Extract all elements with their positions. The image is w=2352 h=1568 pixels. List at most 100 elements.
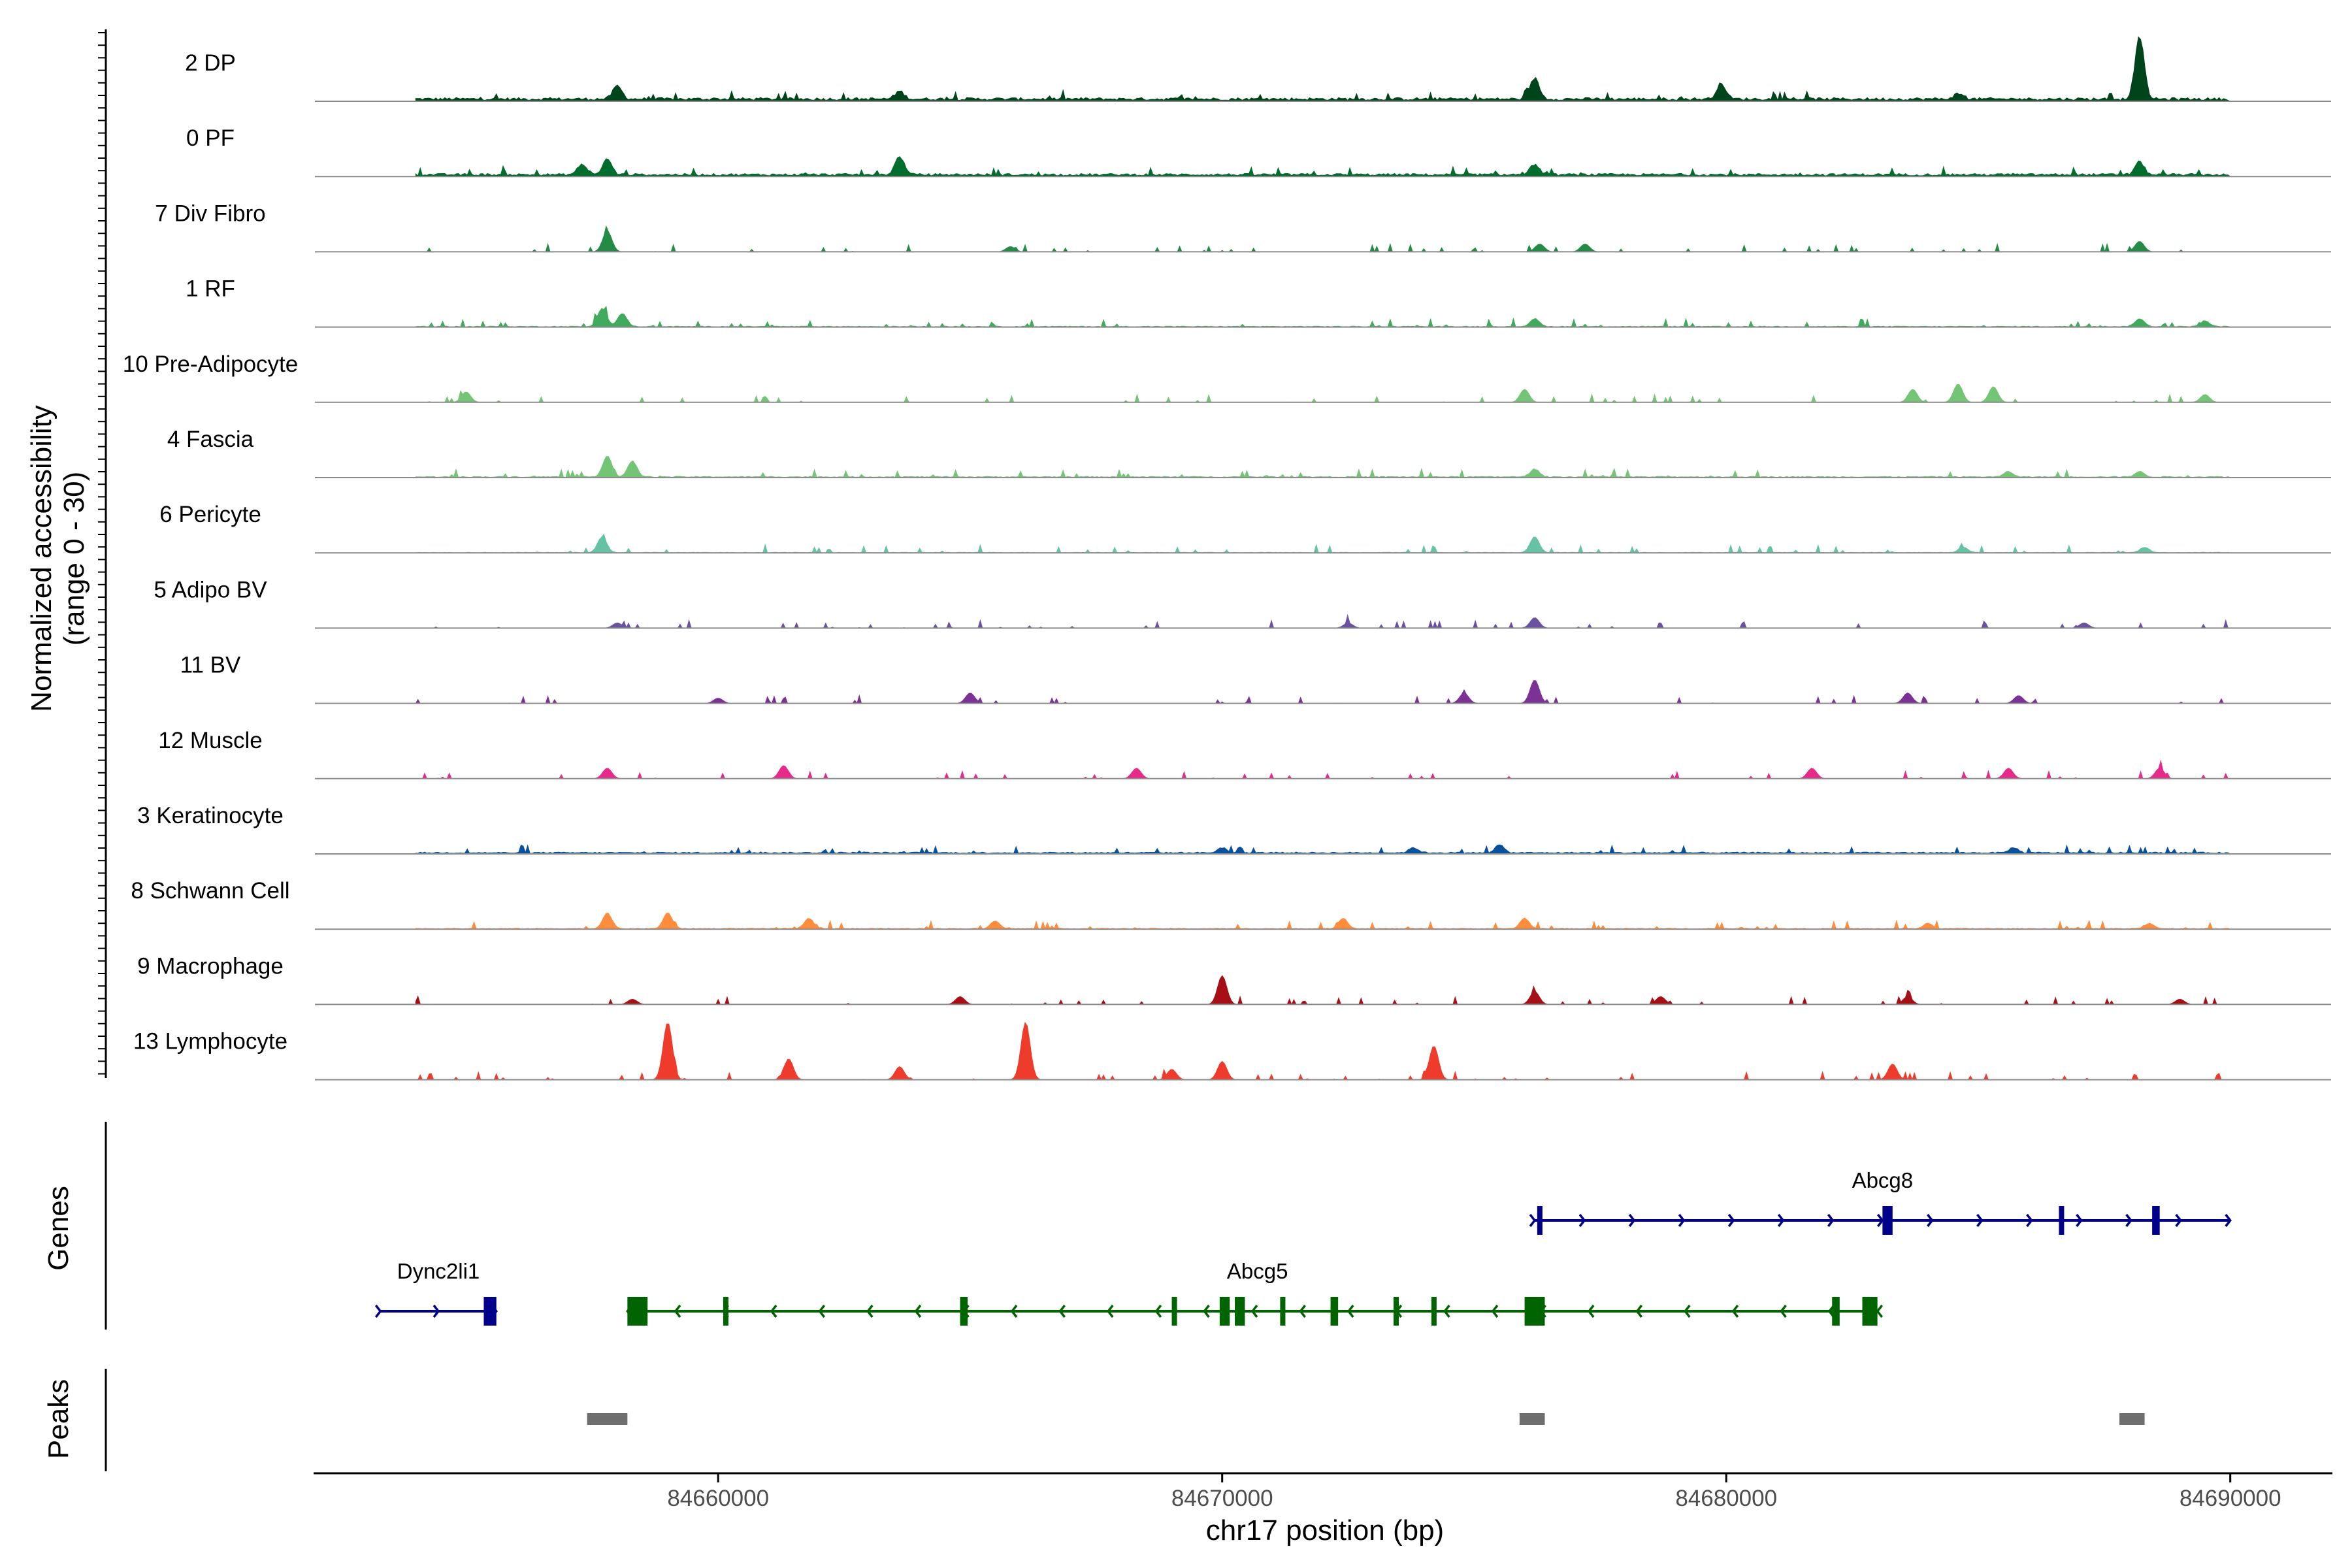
gene-exon [960,1297,968,1326]
y-axis-title-line1: Normalized accessibility [25,405,57,711]
track-label: 10 Pre-Adipocyte [123,351,298,377]
strand-arrow [1491,1304,1499,1318]
track-label: 9 Macrophage [137,953,284,979]
coverage-area [416,384,2230,404]
coverage-track: 1 RF [186,276,2331,328]
track-label: 13 Lymphocyte [133,1029,287,1054]
gene-exon [1431,1297,1437,1326]
strand-arrow [1443,1304,1450,1318]
gene-annotation-track: Dync2li1 Abcg5 Abcg8 [374,1168,2232,1326]
strand-arrow [1529,1213,1537,1228]
coverage-area [416,759,2230,780]
strand-arrow [1578,1213,1586,1228]
strand-arrow [866,1304,874,1318]
gene-name-label: Dync2li1 [397,1259,480,1283]
coverage-track: 9 Macrophage [137,953,2331,1005]
gene-exon [2152,1206,2160,1235]
track-label: 5 Adipo BV [154,577,267,602]
gene-exon [1171,1297,1177,1326]
coverage-track: 2 DP [185,36,2331,102]
track-label: 6 Pericyte [159,502,261,527]
y-axis-title-line2: (range 0 - 30) [58,472,90,646]
strand-arrow [374,1304,382,1318]
x-axis-title: chr17 position (bp) [1206,1514,1444,1546]
coverage-area [416,225,2230,253]
coverage-area [415,156,2232,177]
gene-model: Abcg8 [1529,1168,2232,1235]
coverage-area [415,306,2230,328]
strand-arrow [1827,1213,1835,1228]
strand-arrow [1876,1304,1884,1318]
coverage-track: 13 Lymphocyte [133,1022,2331,1081]
coverage-area [415,456,2230,478]
coverage-tracks: 2 DP 0 PF 7 Div Fibro 1 RF 10 Pre-Adipocyte 4… [123,36,2331,1081]
gene-model: Dync2li1 [374,1259,498,1326]
gene-exon [1330,1297,1339,1326]
x-tick-label: 84670000 [1171,1486,1273,1511]
track-label: 0 PF [186,125,235,151]
strand-arrow [1203,1304,1210,1318]
strand-arrow [2026,1213,2033,1228]
coverage-track: 12 Muscle [158,728,2331,780]
strand-arrow [1635,1304,1643,1318]
track-label: 1 RF [186,276,235,302]
coverage-track: 4 Fascia [167,427,2331,478]
peak-region-track [587,1413,2145,1425]
strand-arrow [1058,1304,1066,1318]
strand-arrow [1107,1304,1114,1318]
gene-exon [1280,1297,1286,1326]
strand-arrow [1678,1213,1686,1228]
coverage-track: 5 Adipo BV [154,577,2331,629]
strand-arrow [1731,1304,1739,1318]
strand-arrow [2175,1213,2182,1228]
coverage-area [416,1022,2230,1081]
coverage-y-axis-ticks [98,32,106,1075]
strand-arrow [1250,1304,1258,1318]
strand-arrow [914,1304,922,1318]
gene-exon [1882,1206,1893,1235]
x-tick-label: 84690000 [2180,1486,2281,1511]
strand-arrow [2125,1213,2132,1228]
coverage-area [415,680,2230,704]
coverage-track: 7 Div Fibro [155,201,2331,253]
coverage-area [415,36,2230,102]
strand-arrow [818,1304,826,1318]
x-axis-ticks: 84660000 84670000 84680000 84690000 [667,1473,2281,1511]
strand-arrow [1927,1213,1934,1228]
strand-arrow [1777,1213,1785,1228]
strand-arrow [674,1304,681,1318]
gene-model: Abcg5 [626,1259,1884,1326]
strand-arrow [1010,1304,1018,1318]
gene-exon [723,1297,728,1326]
strand-arrow [1780,1304,1787,1318]
strand-arrow [1727,1213,1735,1228]
strand-arrow [1587,1304,1595,1318]
gene-exon [1234,1297,1245,1326]
track-label: 7 Div Fibro [155,201,265,226]
peak-region [587,1413,628,1425]
track-label: 2 DP [185,50,236,76]
coverage-track: 11 BV [180,653,2331,704]
gene-exon [1394,1297,1399,1326]
strand-arrow [1876,1213,1884,1228]
peak-region [1519,1413,1545,1425]
strand-arrow [2225,1213,2232,1228]
gene-exon [1524,1297,1545,1326]
coverage-track: 6 Pericyte [159,502,2331,554]
track-label: 12 Muscle [158,728,263,753]
track-label: 8 Schwann Cell [131,878,289,904]
coverage-track: 3 Keratinocyte [137,803,2331,855]
strand-arrow [1154,1304,1162,1318]
gene-name-label: Abcg5 [1227,1259,1288,1283]
gene-name-label: Abcg8 [1852,1168,1914,1192]
genes-panel-title: Genes [42,1186,74,1271]
x-tick-label: 84660000 [667,1486,769,1511]
coverage-track: 8 Schwann Cell [131,878,2331,930]
strand-arrow [1628,1213,1636,1228]
gene-exon [1862,1297,1878,1326]
gene-exon [1832,1297,1840,1326]
peaks-panel-title: Peaks [42,1379,74,1459]
gene-exon [627,1297,648,1326]
gene-exon [483,1297,497,1326]
